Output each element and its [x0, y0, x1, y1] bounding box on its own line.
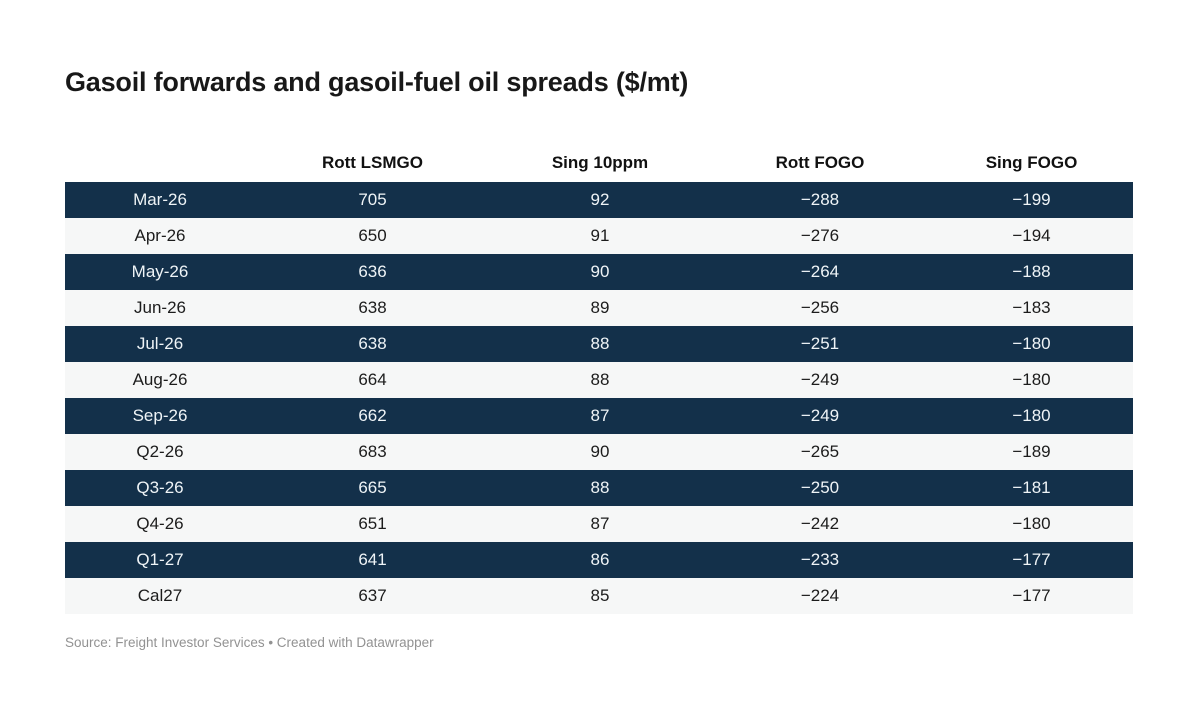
row-label: Mar-26: [133, 190, 187, 209]
source-note: Source: Freight Investor Services • Crea…: [65, 635, 434, 650]
table-row: Q3-26 665 88 −250 −181: [65, 470, 1133, 506]
cell-value: 90: [590, 442, 610, 461]
cell-value: −180: [1012, 334, 1051, 353]
column-header-sing-fogo: Sing FOGO: [930, 134, 1133, 182]
cell-value: 651: [358, 514, 387, 533]
cell-value: −183: [1012, 298, 1051, 317]
cell-value: 88: [590, 334, 610, 353]
cell-value: 636: [358, 262, 387, 281]
row-label: Cal27: [137, 586, 183, 605]
table-row: Jun-26 638 89 −256 −183: [65, 290, 1133, 326]
cell-value: −276: [800, 226, 840, 245]
cell-value: 90: [590, 262, 610, 281]
chart-title: Gasoil forwards and gasoil-fuel oil spre…: [65, 67, 689, 97]
cell-value: 664: [358, 370, 387, 389]
table-row: Sep-26 662 87 −249 −180: [65, 398, 1133, 434]
table-row: Mar-26 705 92 −288 −199: [65, 182, 1133, 218]
row-label: Jun-26: [134, 298, 186, 317]
cell-value: −256: [800, 298, 840, 317]
column-header-rott-fogo: Rott FOGO: [710, 134, 930, 182]
table-row: Jul-26 638 88 −251 −180: [65, 326, 1133, 362]
row-label: Jul-26: [136, 334, 184, 353]
table-row: Apr-26 650 91 −276 −194: [65, 218, 1133, 254]
cell-value: −194: [1012, 226, 1051, 245]
cell-value: 638: [358, 334, 387, 353]
cell-value: 87: [590, 514, 610, 533]
cell-value: 88: [590, 370, 610, 389]
cell-value: −180: [1012, 406, 1051, 425]
cell-value: −264: [800, 262, 840, 281]
cell-value: −181: [1012, 478, 1051, 497]
data-table-body: Mar-26 705 92 −288 −199 Apr-26 650 91 −276 −194 Ma…: [65, 182, 1133, 614]
cell-value: 85: [590, 586, 610, 605]
cell-value: −199: [1012, 190, 1051, 209]
cell-value: 92: [590, 190, 610, 209]
column-header-sing-10ppm: Sing 10ppm: [490, 134, 710, 182]
cell-value: −177: [1012, 586, 1051, 605]
cell-value: −180: [1012, 370, 1051, 389]
cell-value: −250: [800, 478, 840, 497]
table-row: Q1-27 641 86 −233 −177: [65, 542, 1133, 578]
cell-value: −233: [800, 550, 840, 569]
cell-value: 89: [590, 298, 610, 317]
cell-value: 638: [358, 298, 387, 317]
cell-value: −180: [1012, 514, 1051, 533]
cell-value: 86: [590, 550, 610, 569]
cell-value: −189: [1012, 442, 1051, 461]
table-header-row: Rott LSMGO Sing 10ppm Rott FOGO Sing FOG…: [65, 134, 1133, 182]
table-row: Cal27 637 85 −224 −177: [65, 578, 1133, 614]
cell-value: 637: [358, 586, 387, 605]
row-label: Q1-27: [136, 550, 184, 569]
cell-value: 705: [358, 190, 387, 209]
cell-value: 88: [590, 478, 610, 497]
row-label: Aug-26: [132, 370, 188, 389]
cell-value: −288: [800, 190, 840, 209]
cell-value: 665: [358, 478, 387, 497]
column-header-empty: [65, 134, 255, 182]
cell-value: −251: [800, 334, 840, 353]
data-table: Rott LSMGO Sing 10ppm Rott FOGO Sing FOG…: [65, 134, 1133, 614]
cell-value: 662: [358, 406, 387, 425]
row-label: Q3-26: [136, 478, 184, 497]
row-label: Sep-26: [132, 406, 188, 425]
table-row: Q4-26 651 87 −242 −180: [65, 506, 1133, 542]
cell-value: −188: [1012, 262, 1051, 281]
cell-value: 91: [590, 226, 610, 245]
row-label: Q4-26: [136, 514, 184, 533]
row-label: Q2-26: [136, 442, 184, 461]
cell-value: −249: [800, 406, 840, 425]
cell-value: −224: [800, 586, 840, 605]
cell-value: 87: [590, 406, 610, 425]
cell-value: 650: [358, 226, 387, 245]
cell-value: −242: [800, 514, 840, 533]
table-row: May-26 636 90 −264 −188: [65, 254, 1133, 290]
cell-value: −177: [1012, 550, 1051, 569]
cell-value: 641: [358, 550, 387, 569]
row-label: May-26: [131, 262, 189, 281]
cell-value: −265: [800, 442, 840, 461]
table-row: Aug-26 664 88 −249 −180: [65, 362, 1133, 398]
cell-value: −249: [800, 370, 840, 389]
table-row: Q2-26 683 90 −265 −189: [65, 434, 1133, 470]
row-label: Apr-26: [134, 226, 186, 245]
column-header-rott-lsmgo: Rott LSMGO: [255, 134, 490, 182]
cell-value: 683: [358, 442, 387, 461]
